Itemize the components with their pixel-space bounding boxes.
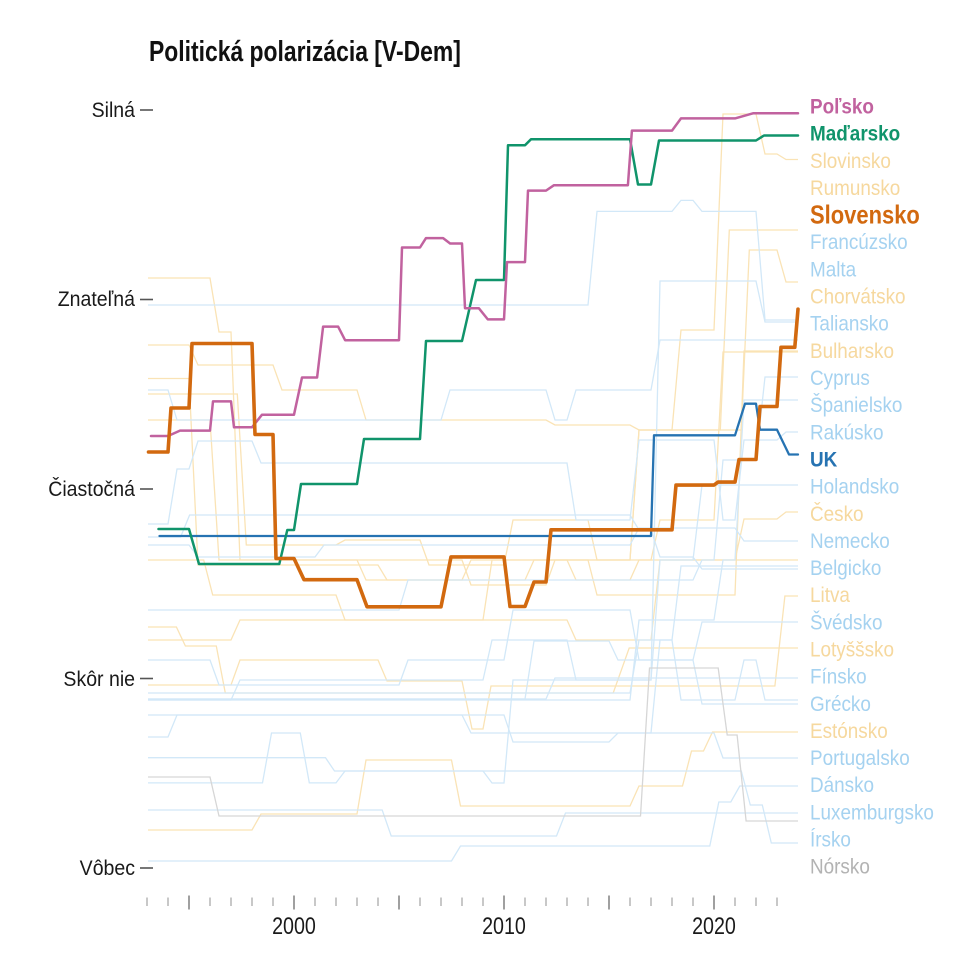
svg-text:Slovensko: Slovensko	[810, 201, 920, 230]
svg-text:Francúzsko: Francúzsko	[810, 231, 908, 254]
svg-text:Slovinsko: Slovinsko	[810, 150, 891, 173]
svg-text:Vôbec: Vôbec	[80, 857, 135, 880]
svg-text:Taliansko: Taliansko	[810, 313, 889, 336]
svg-text:2010: 2010	[482, 912, 526, 939]
svg-text:Maďarsko: Maďarsko	[810, 123, 900, 146]
svg-text:Dánsko: Dánsko	[810, 774, 874, 797]
svg-text:Fínsko: Fínsko	[810, 666, 867, 689]
svg-text:Malta: Malta	[810, 259, 857, 282]
svg-text:2020: 2020	[692, 912, 736, 939]
svg-text:Írsko: Írsko	[810, 828, 851, 852]
svg-text:Bulharsko: Bulharsko	[810, 340, 894, 363]
svg-text:2000: 2000	[272, 912, 316, 939]
svg-text:Grécko: Grécko	[810, 693, 871, 716]
svg-text:Politická polarizácia [V-Dem]: Politická polarizácia [V-Dem]	[149, 34, 461, 67]
svg-text:Čiastočná: Čiastočná	[48, 477, 135, 501]
svg-text:Chorvátsko: Chorvátsko	[810, 286, 906, 309]
svg-text:Česko: Česko	[810, 502, 864, 526]
svg-text:Silná: Silná	[92, 99, 136, 122]
svg-text:Cyprus: Cyprus	[810, 367, 870, 390]
svg-text:Znateľná: Znateľná	[58, 288, 136, 311]
svg-text:Portugalsko: Portugalsko	[810, 747, 910, 770]
svg-text:Nemecko: Nemecko	[810, 530, 890, 553]
svg-text:Poľsko: Poľsko	[810, 96, 874, 119]
svg-text:Španielsko: Španielsko	[810, 393, 902, 417]
svg-text:Švédsko: Švédsko	[810, 610, 882, 634]
svg-text:Rakúsko: Rakúsko	[810, 421, 884, 444]
svg-text:Belgicko: Belgicko	[810, 557, 881, 580]
svg-text:Holandsko: Holandsko	[810, 476, 899, 499]
svg-text:Nórsko: Nórsko	[810, 856, 870, 879]
svg-text:Luxemburgsko: Luxemburgsko	[810, 802, 934, 825]
svg-text:Litva: Litva	[810, 584, 851, 607]
svg-text:Estónsko: Estónsko	[810, 720, 888, 743]
svg-text:Lotyššsko: Lotyššsko	[810, 639, 894, 662]
svg-text:UK: UK	[810, 449, 838, 472]
svg-text:Rumunsko: Rumunsko	[810, 177, 900, 200]
svg-text:Skôr nie: Skôr nie	[63, 668, 135, 691]
